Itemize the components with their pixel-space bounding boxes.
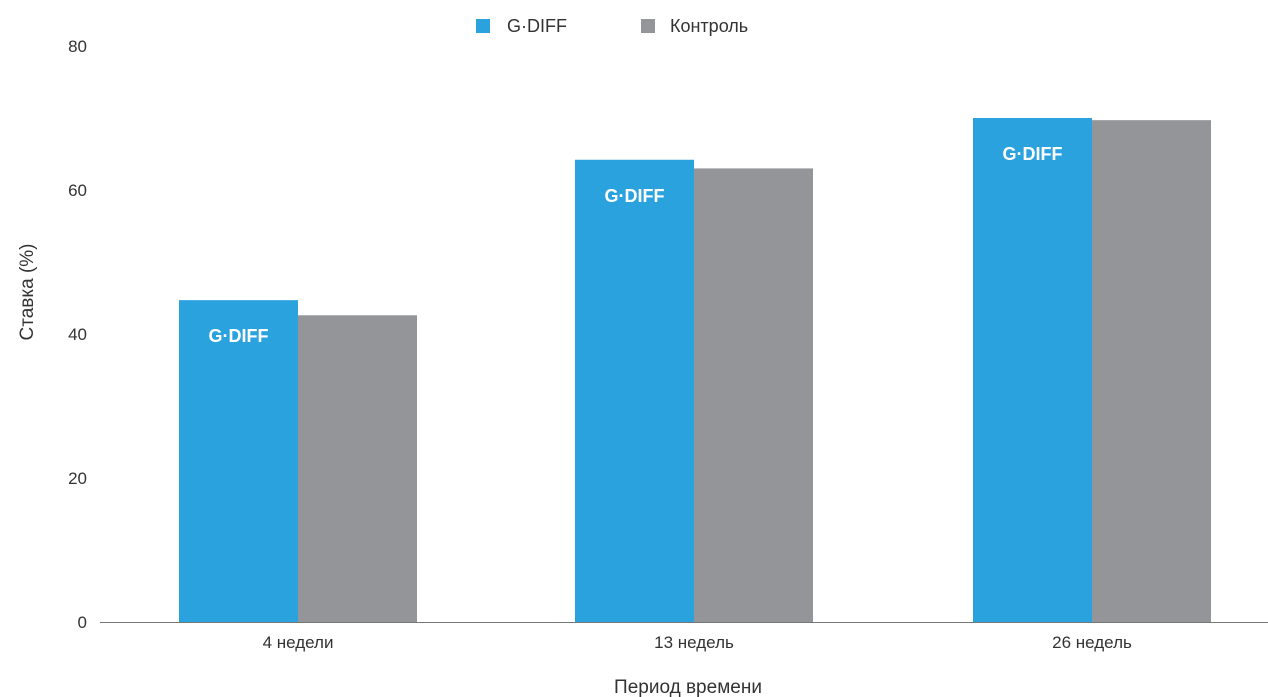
bar-control xyxy=(1092,120,1211,622)
bar-inner-label: G·DIFF xyxy=(209,326,269,346)
bar-gdiff xyxy=(973,118,1092,622)
bar-inner-label: G·DIFF xyxy=(605,186,665,206)
legend-label: G·DIFF xyxy=(507,16,567,36)
bar-control xyxy=(298,315,417,622)
bar-control xyxy=(694,168,813,622)
legend-swatch xyxy=(641,19,655,33)
bars: G·DIFF G·DIFF G·DIFF xyxy=(179,118,1211,622)
bar-inner-label: G·DIFF xyxy=(1003,144,1063,164)
x-tick-label: 13 недель xyxy=(654,633,734,652)
x-axis-title: Период времени xyxy=(614,677,762,697)
y-tick-label: 60 xyxy=(68,181,87,200)
y-tick-label: 40 xyxy=(68,325,87,344)
x-tick-label: 4 недели xyxy=(263,633,334,652)
x-axis-ticks: 4 недели 13 недель 26 недель xyxy=(263,633,1132,652)
y-axis-ticks: 0 20 40 60 80 xyxy=(68,37,87,632)
bar-gdiff xyxy=(179,300,298,622)
y-tick-label: 80 xyxy=(68,37,87,56)
x-tick-label: 26 недель xyxy=(1052,633,1132,652)
legend-label: Контроль xyxy=(670,16,748,36)
legend-swatch xyxy=(476,19,490,33)
y-tick-label: 0 xyxy=(78,613,87,632)
legend: G·DIFF Контроль xyxy=(476,16,748,36)
bar-gdiff xyxy=(575,159,694,622)
y-tick-label: 20 xyxy=(68,469,87,488)
y-axis-title: Ставка (%) xyxy=(17,244,38,341)
